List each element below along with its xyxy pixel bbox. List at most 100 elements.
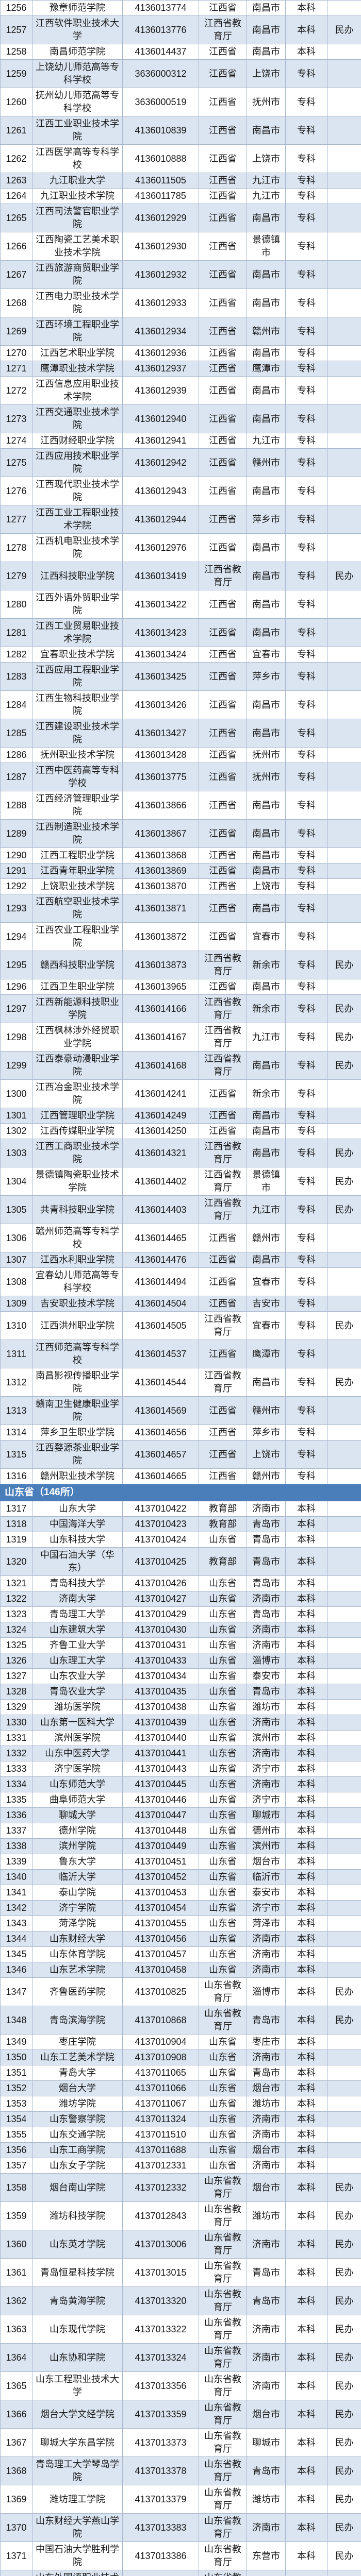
col-authority: 山东省教育厅 xyxy=(199,2371,247,2400)
col-authority: 江西省教育厅 xyxy=(199,562,247,590)
col-remark xyxy=(327,2127,361,2143)
col-level: 本科 xyxy=(285,2258,327,2287)
col-authority: 江西省 xyxy=(199,791,247,820)
col-city: 赣州市 xyxy=(247,317,286,346)
col-seq: 1277 xyxy=(0,505,32,534)
col-authority: 江西省 xyxy=(199,448,247,477)
col-level: 本科 xyxy=(285,2158,327,2174)
col-city: 宜春市 xyxy=(247,1267,286,1296)
col-seq: 1363 xyxy=(0,2315,32,2344)
col-level: 专科 xyxy=(285,376,327,405)
col-city: 九江市 xyxy=(247,173,286,189)
col-remark xyxy=(327,477,361,505)
table-row: 1267 江西旅游商贸职业学院 4136012932 江西省 南昌市 专科 xyxy=(0,260,361,289)
table-row: 1336 聊城大学 4137010447 山东省 聊城市 本科 xyxy=(0,1807,361,1823)
col-remark xyxy=(327,2049,361,2065)
table-row: 1356 山东工商学院 4137011688 山东省 烟台市 本科 xyxy=(0,2142,361,2158)
col-seq: 1331 xyxy=(0,1730,32,1746)
col-code: 4137013324 xyxy=(122,2343,199,2372)
col-city: 宜春市 xyxy=(247,1311,286,1340)
col-code: 4136013868 xyxy=(122,848,199,863)
col-authority: 江西省教育厅 xyxy=(199,1195,247,1224)
col-remark xyxy=(327,848,361,863)
col-remark xyxy=(327,1425,361,1440)
col-remark xyxy=(327,791,361,820)
col-seq: 1260 xyxy=(0,88,32,116)
col-name: 江西青年职业学院 xyxy=(32,863,123,879)
col-name: 曲阜师范大学 xyxy=(32,1792,123,1808)
col-level: 专科 xyxy=(285,951,327,979)
col-authority: 江西省 xyxy=(199,894,247,923)
col-code: 4137010434 xyxy=(122,1668,199,1684)
col-name: 滨州学院 xyxy=(32,1838,123,1854)
col-authority: 江西省 xyxy=(199,690,247,719)
col-remark xyxy=(327,1838,361,1854)
table-row: 1321 青岛科技大学 4137010426 山东省 青岛市 本科 xyxy=(0,1575,361,1591)
col-authority: 江西省 xyxy=(199,1440,247,1469)
col-city: 烟台市 xyxy=(247,2400,286,2429)
col-authority: 江西省 xyxy=(199,762,247,791)
col-code: 4137010429 xyxy=(122,1606,199,1622)
col-authority: 山东省 xyxy=(199,1684,247,1700)
table-row: 1315 江西婺源茶业职业学院 4136014657 江西省 上饶市 专科 xyxy=(0,1440,361,1469)
col-city: 抚州市 xyxy=(247,88,286,116)
col-code: 4137013322 xyxy=(122,2315,199,2344)
col-level: 本科 xyxy=(285,2400,327,2429)
col-level: 专科 xyxy=(285,204,327,232)
col-city: 抚州市 xyxy=(247,762,286,791)
col-level: 本科 xyxy=(285,1684,327,1700)
col-authority: 山东省教育厅 xyxy=(199,2541,247,2570)
col-code: 4137013378 xyxy=(122,2456,199,2485)
table-row: 1309 吉安职业技术学院 4136014504 江西省 吉安市 专科 xyxy=(0,1296,361,1312)
table-row: 1311 江西师范高等专科学校 4136014537 江西省 鹰潭市 专科 xyxy=(0,1340,361,1368)
col-name: 江西洪州职业学院 xyxy=(32,1311,123,1340)
col-level: 专科 xyxy=(285,979,327,995)
col-level: 本科 xyxy=(285,1591,327,1607)
table-row: 1317 山东大学 4137010422 教育部 济南市 本科 xyxy=(0,1501,361,1517)
col-city: 滨州市 xyxy=(247,1730,286,1746)
col-code: 4136014657 xyxy=(122,1440,199,1469)
col-level: 本科 xyxy=(285,2201,327,2230)
col-seq: 1263 xyxy=(0,173,32,189)
col-remark: 民办 xyxy=(327,2456,361,2485)
col-level: 专科 xyxy=(285,994,327,1023)
table-row: 1348 青岛滨海学院 4137010868 山东省教育厅 青岛市 本科 民办 xyxy=(0,2006,361,2035)
col-name: 聊城大学 xyxy=(32,1807,123,1823)
col-name: 江西卫生职业学院 xyxy=(32,979,123,995)
col-city: 聊城市 xyxy=(247,1807,286,1823)
col-code: 4137010427 xyxy=(122,1591,199,1607)
col-city: 南昌市 xyxy=(247,533,286,562)
col-authority: 山东省教育厅 xyxy=(199,2173,247,2202)
col-remark xyxy=(327,448,361,477)
col-seq: 1328 xyxy=(0,1684,32,1700)
col-name: 景德镇陶瓷职业技术学院 xyxy=(32,1167,123,1196)
col-seq: 1261 xyxy=(0,116,32,145)
col-authority: 山东省 xyxy=(199,1622,247,1638)
col-remark xyxy=(327,116,361,145)
col-authority: 江西省 xyxy=(199,232,247,261)
table-row: 1312 南昌影视传播职业学院 4136014544 江西省教育厅 南昌市 专科 民办 xyxy=(0,1368,361,1397)
col-seq: 1342 xyxy=(0,1900,32,1916)
col-level: 专科 xyxy=(285,188,327,204)
col-city: 济南市 xyxy=(247,1622,286,1638)
col-city: 上饶市 xyxy=(247,59,286,88)
col-code: 4136014465 xyxy=(122,1224,199,1252)
col-authority: 山东省教育厅 xyxy=(199,2201,247,2230)
col-remark xyxy=(327,505,361,534)
col-seq: 1343 xyxy=(0,1916,32,1931)
col-name: 九江职业技术学院 xyxy=(32,188,123,204)
col-authority: 江西省 xyxy=(199,1340,247,1368)
table-row: 1370 山东财经大学燕山学院 4137013383 山东省教育厅 济南市 本科 民办 xyxy=(0,2513,361,2542)
col-code: 4136014476 xyxy=(122,1252,199,1268)
section-header-row: 山东省（146所） xyxy=(0,1484,361,1501)
col-remark xyxy=(327,1761,361,1777)
table-row: 1256 豫章师范学院 4136013774 江西省 南昌市 本科 xyxy=(0,0,361,16)
col-seq: 1322 xyxy=(0,1591,32,1607)
col-authority: 江西省 xyxy=(199,819,247,848)
col-city: 济宁市 xyxy=(247,1900,286,1916)
col-level: 本科 xyxy=(285,1962,327,1978)
table-row: 1327 山东农业大学 4137010434 山东省 泰安市 本科 xyxy=(0,1668,361,1684)
col-code: 4136013428 xyxy=(122,747,199,763)
col-code: 4137013356 xyxy=(122,2371,199,2400)
